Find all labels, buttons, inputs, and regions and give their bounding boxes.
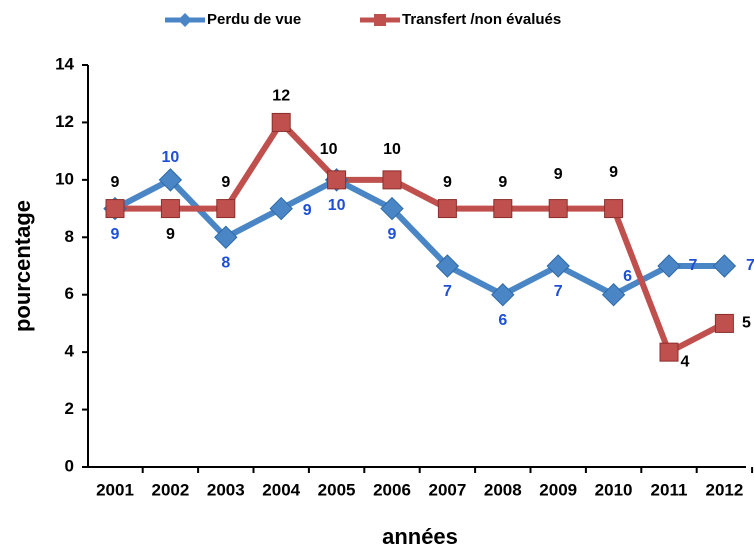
marker <box>712 254 737 278</box>
x-tick-label: 2010 <box>595 480 633 499</box>
data-label: 5 <box>742 315 751 332</box>
marker <box>380 196 404 221</box>
data-label: 10 <box>162 149 180 166</box>
marker <box>269 196 293 221</box>
data-label: 7 <box>689 257 698 274</box>
x-tick-label: 2007 <box>428 480 466 499</box>
data-label: 10 <box>320 141 338 158</box>
marker <box>659 342 679 362</box>
marker <box>493 199 513 219</box>
marker <box>491 283 515 307</box>
x-tick-label: 2003 <box>207 480 245 499</box>
y-axis-title: pourcentage <box>10 200 35 332</box>
legend-marker <box>374 14 386 26</box>
data-label: 7 <box>746 257 754 274</box>
data-label: 9 <box>111 174 120 191</box>
data-label: 10 <box>383 141 401 158</box>
y-tick-label: 0 <box>65 456 74 475</box>
x-tick-label: 2011 <box>651 480 688 499</box>
data-label: 9 <box>303 202 312 219</box>
marker <box>601 283 626 307</box>
y-tick-label: 2 <box>65 399 74 418</box>
data-label: 9 <box>111 226 120 243</box>
data-label: 4 <box>681 353 690 370</box>
marker <box>548 199 568 219</box>
data-label: 12 <box>272 88 290 105</box>
marker <box>214 225 238 249</box>
y-tick-label: 12 <box>55 112 74 131</box>
legend-label: Perdu de vue <box>207 11 301 28</box>
x-tick-label: 2001 <box>96 480 134 499</box>
marker <box>216 199 236 219</box>
marker <box>158 168 183 192</box>
x-tick-label: 2004 <box>262 480 300 499</box>
data-label: 6 <box>623 268 632 285</box>
x-tick-label: 2012 <box>705 480 743 499</box>
marker <box>604 199 624 219</box>
marker <box>105 199 125 219</box>
y-tick-label: 8 <box>65 227 74 246</box>
y-tick-label: 4 <box>65 342 75 361</box>
x-tick-label: 2006 <box>373 480 411 499</box>
marker <box>546 254 570 278</box>
data-label: 7 <box>554 283 563 300</box>
x-axis-title: années <box>382 524 458 549</box>
y-tick-label: 14 <box>55 54 74 73</box>
marker <box>657 254 681 278</box>
x-tick-label: 2005 <box>318 480 356 499</box>
marker <box>160 199 180 219</box>
data-label: 9 <box>498 174 507 191</box>
data-label: 6 <box>498 312 507 329</box>
y-tick-label: 6 <box>65 284 74 303</box>
data-label: 8 <box>221 255 230 272</box>
data-label: 7 <box>443 283 452 300</box>
y-tick-label: 10 <box>55 169 74 188</box>
x-tick-label: 2008 <box>484 480 522 499</box>
data-label: 9 <box>609 164 618 181</box>
legend-marker <box>178 13 192 27</box>
marker <box>714 313 734 333</box>
marker <box>435 254 460 278</box>
data-label: 9 <box>443 174 452 191</box>
marker <box>271 112 291 132</box>
x-tick-label: 2009 <box>539 480 577 499</box>
marker <box>437 199 457 219</box>
data-label: 9 <box>221 174 230 191</box>
data-label: 9 <box>388 226 397 243</box>
series-line <box>113 176 725 298</box>
x-tick-label: 2002 <box>151 480 189 499</box>
marker <box>382 170 402 190</box>
data-label: 9 <box>554 166 563 183</box>
data-label: 10 <box>328 197 346 214</box>
marker <box>327 170 347 190</box>
legend-label: Transfert /non évalués <box>402 11 561 28</box>
data-label: 9 <box>166 226 175 243</box>
